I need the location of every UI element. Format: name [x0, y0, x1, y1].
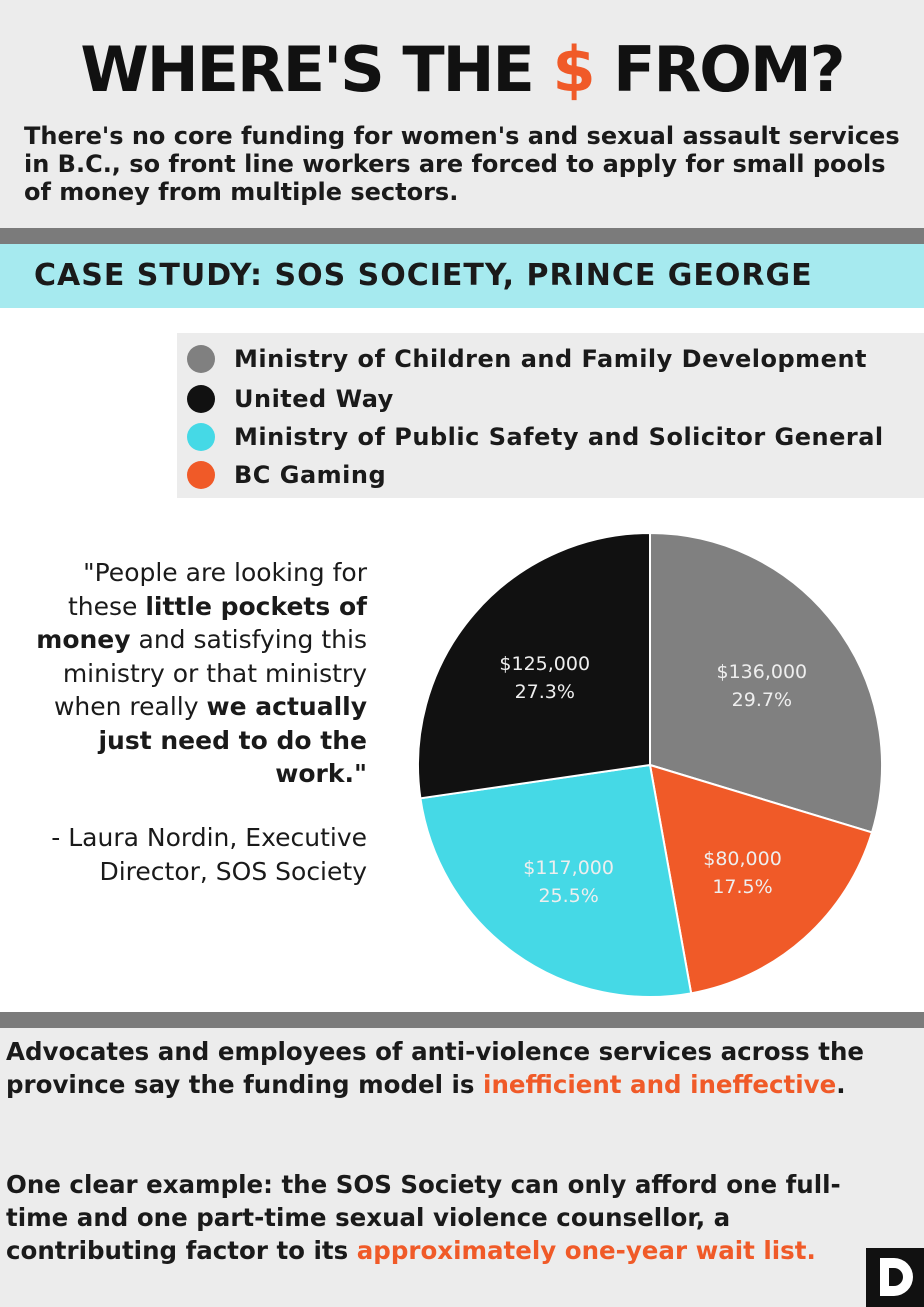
- pie-value-label-3: $125,000: [499, 653, 590, 675]
- pie-chart-container: $136,000 29.7% $80,000 17.5% $117,000 25.5% $1…: [410, 525, 890, 1005]
- legend-label-1: United Way: [234, 385, 394, 413]
- divider-bar-bottom: [0, 1012, 924, 1028]
- header-section: WHERE'S THE $ FROM? There's no core fund…: [0, 0, 924, 228]
- pie-value-label-1: $80,000: [703, 848, 782, 870]
- paragraph-2: One clear example: the SOS Society can o…: [6, 1168, 886, 1267]
- pie-value-label-2: $117,000: [523, 857, 614, 879]
- legend-swatch-1: [187, 385, 215, 413]
- legend-item-3: BC Gaming: [187, 456, 386, 494]
- quote-bold-2: we actually just need to do the work.": [98, 692, 367, 788]
- paragraph-1: Advocates and employees of anti-violence…: [6, 1035, 886, 1101]
- legend-label-0: Ministry of Children and Family Developm…: [234, 345, 868, 373]
- pie-value-label-0: $136,000: [716, 661, 807, 683]
- legend-item-2: Ministry of Public Safety and Solicitor …: [187, 418, 884, 456]
- legend-item-1: United Way: [187, 380, 394, 418]
- quote-part-1: "People are looking for these: [67, 558, 367, 621]
- title-before: WHERE'S THE: [80, 33, 553, 106]
- pie-slice-0: [649, 531, 883, 834]
- legend-item-0: Ministry of Children and Family Developm…: [187, 340, 867, 378]
- bottom-section: Advocates and employees of anti-violence…: [0, 1028, 924, 1307]
- legend-label-3: BC Gaming: [234, 461, 387, 489]
- legend-label-2: Ministry of Public Safety and Solicitor …: [234, 423, 884, 451]
- quote-attribution: - Laura Nordin, Executive Director, SOS …: [51, 823, 367, 886]
- legend-swatch-0: [187, 345, 215, 373]
- pie-percent-label-3: 27.3%: [515, 681, 575, 703]
- pie-slice-1: [648, 763, 874, 995]
- title-dollar: $: [552, 33, 595, 106]
- paragraph-1-highlight: inefficient and ineffective: [483, 1070, 837, 1099]
- intro-text: There's no core funding for women's and …: [24, 122, 900, 206]
- case-study-title: CASE STUDY: SOS SOCIETY, PRINCE GEORGE: [34, 258, 813, 293]
- legend-swatch-2: [187, 423, 215, 451]
- paragraph-1-text: Advocates and employees of anti-violence…: [6, 1037, 865, 1099]
- paragraph-2-highlight: approximately one-year wait list.: [356, 1236, 816, 1265]
- case-study-band: [0, 244, 924, 308]
- pie-slice-3: [417, 531, 651, 800]
- chart-legend: Ministry of Children and Family Developm…: [177, 333, 924, 498]
- quote-part-2: and satisfying this ministry or that min…: [53, 625, 367, 721]
- quote-bold-1: little pockets of money: [36, 591, 367, 655]
- pie-percent-label-2: 25.5%: [538, 885, 598, 907]
- d-logo-glyph: [880, 1258, 913, 1296]
- legend-swatch-3: [187, 461, 215, 489]
- divider-bar-top: [0, 228, 924, 244]
- pie-chart: $136,000 29.7% $80,000 17.5% $117,000 25.5% $1…: [417, 531, 883, 998]
- d-logo-icon: [866, 1248, 924, 1307]
- quote-text: "People are looking for these little poc…: [20, 556, 367, 791]
- paragraph-2-text: One clear example: the SOS Society can o…: [6, 1170, 841, 1265]
- pie-slice-2: [419, 763, 693, 998]
- page-title: WHERE'S THE $ FROM?: [0, 30, 924, 110]
- title-after: FROM?: [593, 33, 845, 106]
- pie-percent-label-1: 17.5%: [712, 876, 772, 898]
- pie-percent-label-0: 29.7%: [732, 689, 792, 711]
- paragraph-1-end: .: [836, 1070, 846, 1099]
